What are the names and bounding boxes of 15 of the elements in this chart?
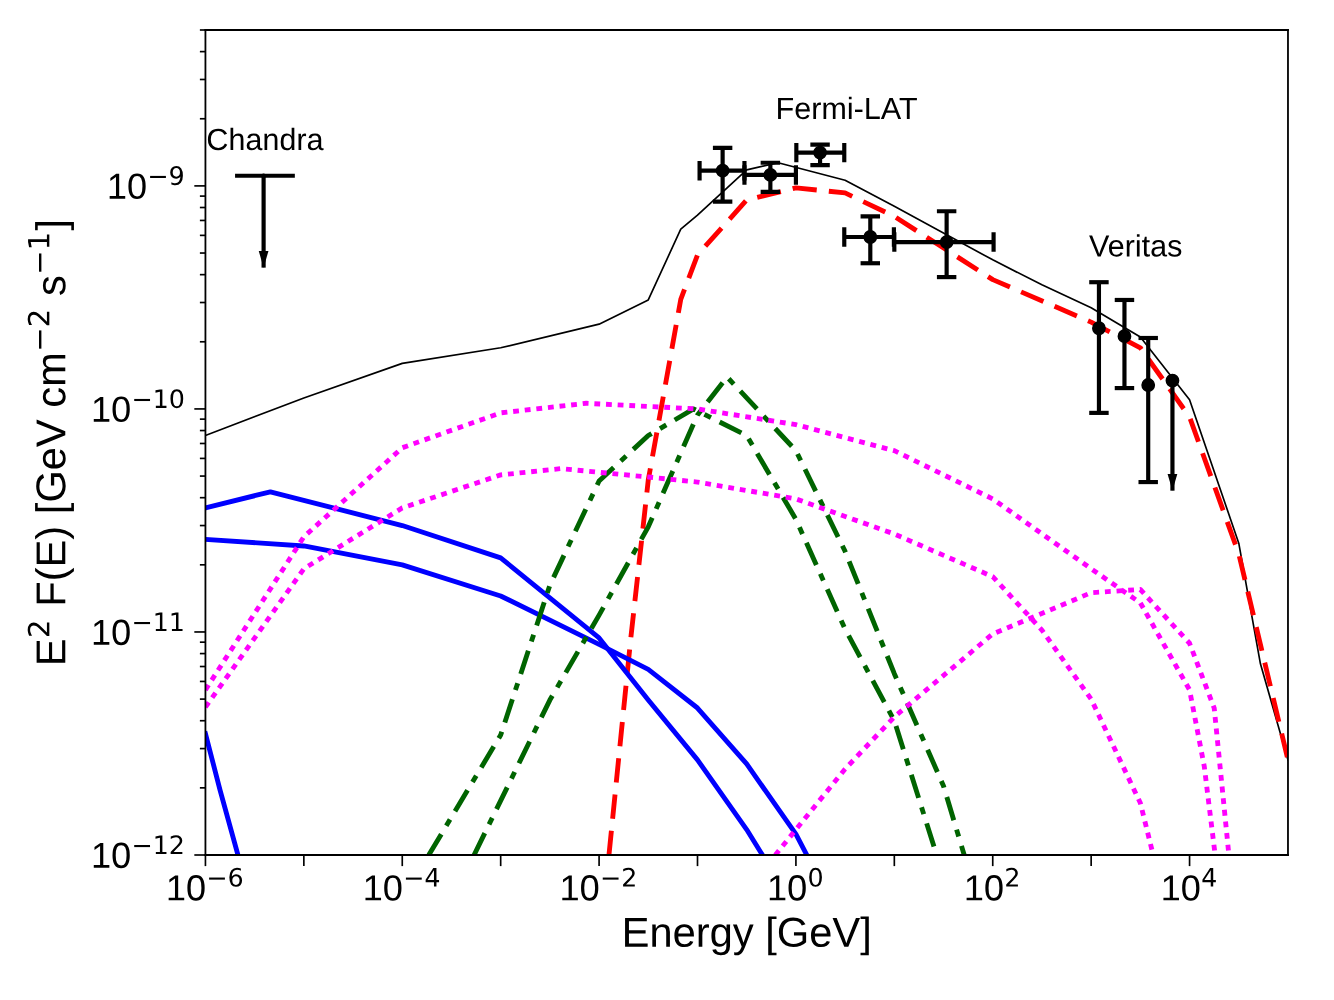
y-tick-label: 10$^{−12}$ bbox=[93, 835, 183, 869]
y-tick-label: 10$^{−9}$ bbox=[109, 166, 183, 200]
series-label: Chandra bbox=[207, 127, 324, 151]
series-label: Fermi-LAT bbox=[778, 96, 917, 120]
x-tick-label: 10$^{2}$ bbox=[966, 867, 1018, 901]
text: Veritas bbox=[1089, 234, 1182, 257]
x-tick-label: 10$^{4}$ bbox=[1163, 868, 1216, 901]
x-tick-label: 10$^{0}$ bbox=[769, 867, 822, 901]
y-axis-title: E$^{2}$ F(E) [GeV cm$^{−2}$ s$^{−1}$] bbox=[27, 222, 74, 663]
x-tick-label: 10$^{−6}$ bbox=[168, 867, 243, 901]
y-tick-label: 10$^{−10}$ bbox=[93, 389, 184, 423]
y-tick-label: 10$^{−11}$ bbox=[93, 612, 183, 646]
x-tick-label: 10$^{−2}$ bbox=[562, 867, 635, 901]
x-axis-title: Energy [GeV] bbox=[625, 916, 869, 956]
x-tick-label: 10$^{−4}$ bbox=[365, 868, 440, 901]
